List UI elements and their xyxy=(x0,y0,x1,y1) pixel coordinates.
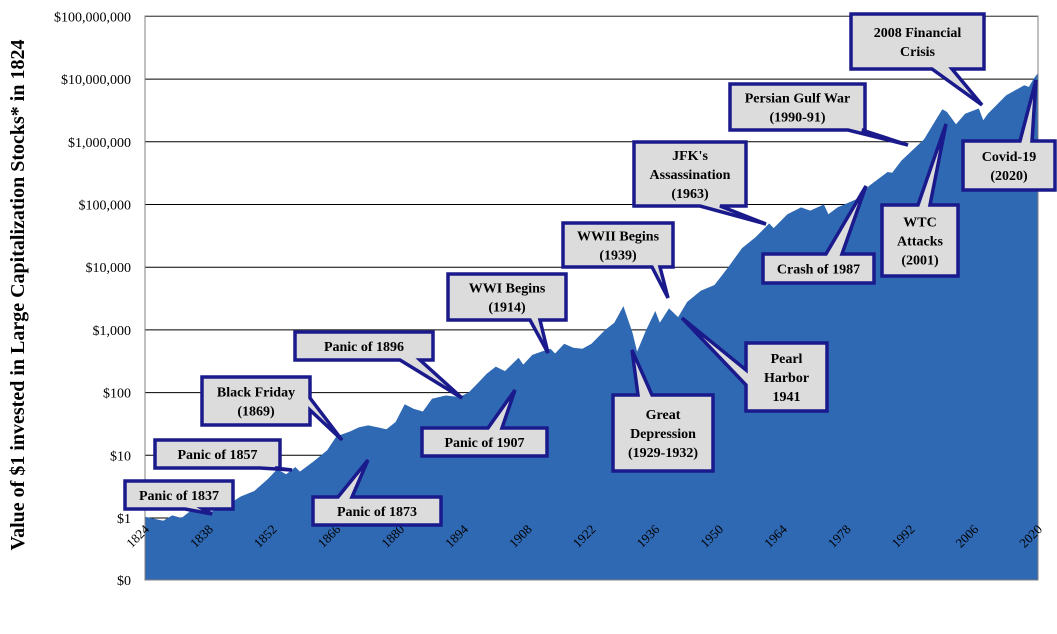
y-tick-label: $1,000,000 xyxy=(68,136,131,151)
callout-gulf-war: Persian Gulf War (1990-91) xyxy=(728,82,909,147)
y-tick-label: $1 xyxy=(117,512,131,527)
callout-panic-1907: Panic of 1907 xyxy=(420,388,549,458)
callout-box xyxy=(632,140,767,226)
callout-text: Covid-19 xyxy=(982,150,1036,165)
callout-box xyxy=(123,479,235,516)
callout-wwi: WWI Begins (1914) xyxy=(446,272,568,354)
callout-panic-1857: Panic of 1857 xyxy=(153,438,293,472)
callout-covid: Covid-19 (2020) xyxy=(961,79,1057,192)
callout-text: Crisis xyxy=(900,45,936,60)
callout-box xyxy=(446,272,568,354)
callout-text: Attacks xyxy=(897,235,943,250)
callout-box xyxy=(200,375,344,442)
callout-text: WWI Begins xyxy=(469,282,546,297)
callout-text: Panic of 1857 xyxy=(177,448,257,463)
callout-box xyxy=(849,12,986,107)
callout-text: Great xyxy=(646,408,681,423)
callout-text: Panic of 1896 xyxy=(324,340,404,355)
callout-text: (2020) xyxy=(990,169,1028,184)
y-tick-label: $10 xyxy=(110,449,131,464)
callout-box xyxy=(761,185,876,285)
callout-text: Persian Gulf War xyxy=(745,92,851,107)
callout-box xyxy=(561,221,675,299)
callout-text: WTC xyxy=(903,216,936,231)
callout-box xyxy=(311,458,443,527)
callout-text: Depression xyxy=(630,427,696,442)
y-tick-label: $100,000 xyxy=(79,199,132,214)
callout-text: Black Friday xyxy=(217,386,295,401)
callout-wtc: WTC Attacks (2001) xyxy=(880,123,960,278)
callout-text: (1929-1932) xyxy=(628,446,698,461)
callout-great-depression: Great Depression (1929-1932) xyxy=(611,349,715,473)
y-tick-label: $1,000 xyxy=(93,324,132,339)
callout-financial-crisis: 2008 Financial Crisis xyxy=(849,12,986,107)
callout-text: WWII Begins xyxy=(577,230,660,245)
callout-text: (1869) xyxy=(237,405,275,420)
callout-pearl-harbor: Pearl Harbor 1941 xyxy=(680,316,829,413)
y-tick-label: $10,000 xyxy=(86,261,132,276)
callout-panic-1896: Panic of 1896 xyxy=(293,330,464,400)
callout-text: 1941 xyxy=(773,390,801,405)
annotations: Panic of 1837 Panic of 1857 Black Friday (1… xyxy=(123,12,1057,527)
callout-text: Crash of 1987 xyxy=(777,263,860,278)
callout-box xyxy=(728,82,909,147)
callout-panic-1873: Panic of 1873 xyxy=(311,458,443,527)
callout-box xyxy=(293,330,464,400)
callout-box xyxy=(880,123,960,278)
callout-wwii: WWII Begins (1939) xyxy=(561,221,675,299)
callout-text: (2001) xyxy=(901,254,939,269)
callout-box xyxy=(420,388,549,458)
callout-box xyxy=(961,79,1057,192)
y-tick-labels: $0 $1 $10 $100 $1,000 $10,000 $100,000 $1,000,0… xyxy=(54,10,131,589)
callout-text: Panic of 1837 xyxy=(139,489,219,504)
callout-text: Panic of 1873 xyxy=(337,505,417,520)
callout-crash-1987: Crash of 1987 xyxy=(761,185,876,285)
callout-text: Pearl xyxy=(771,352,803,367)
callout-text: (1963) xyxy=(671,187,709,202)
callout-text: 2008 Financial xyxy=(874,26,962,41)
y-tick-label: $0 xyxy=(117,574,131,589)
callout-box xyxy=(153,438,293,472)
callout-text: Panic of 1907 xyxy=(444,436,524,451)
callout-box xyxy=(611,349,715,473)
y-axis-label: Value of $1 invested in Large Capitaliza… xyxy=(7,40,29,551)
callout-box xyxy=(680,316,829,413)
callout-panic-1837: Panic of 1837 xyxy=(123,479,235,516)
callout-text: JFK's xyxy=(672,149,708,164)
callout-text: Harbor xyxy=(764,371,809,386)
y-tick-label: $100,000,000 xyxy=(54,10,131,25)
callout-text: (1990-91) xyxy=(770,111,826,126)
series-area xyxy=(145,73,1038,580)
y-tick-label: $10,000,000 xyxy=(61,73,131,88)
callout-text: (1939) xyxy=(599,249,637,264)
callout-jfk: JFK's Assassination (1963) xyxy=(632,140,767,226)
y-tick-label: $100 xyxy=(103,387,131,402)
callout-text: (1914) xyxy=(488,301,526,316)
callout-text: Assassination xyxy=(650,168,731,183)
plot-frame xyxy=(144,15,1039,581)
callout-black-friday: Black Friday (1869) xyxy=(200,375,344,442)
